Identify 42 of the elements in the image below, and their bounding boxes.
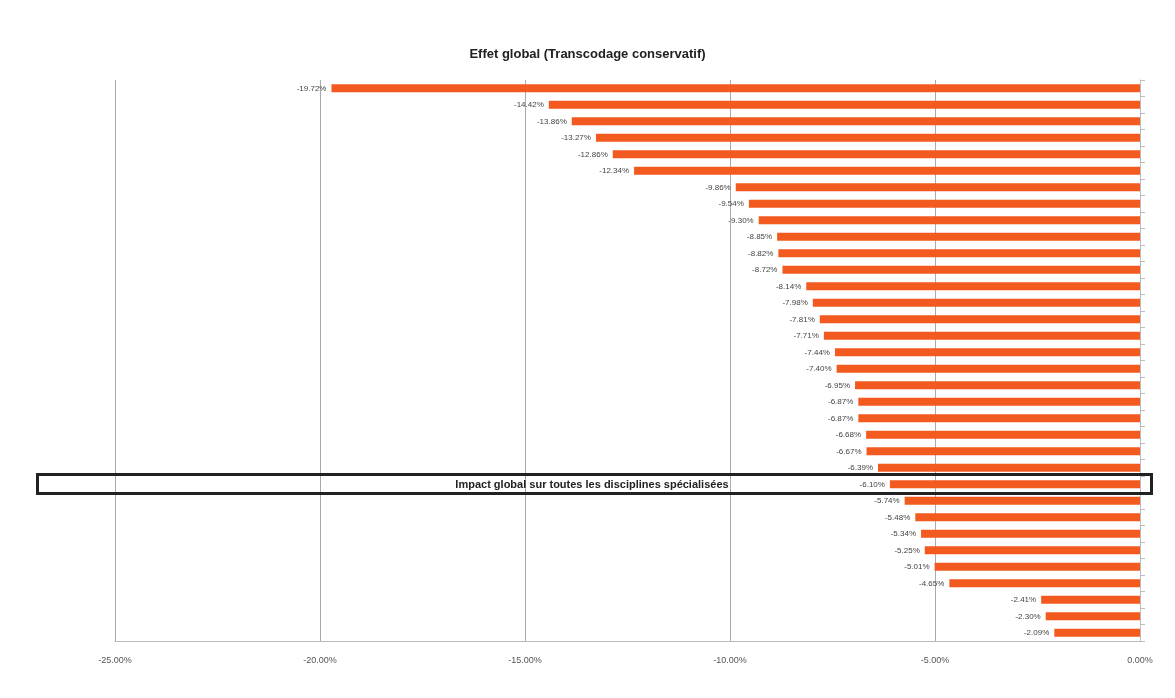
x-tick-label: 0.00% xyxy=(1127,654,1153,665)
x-tick-label: -15.00% xyxy=(508,654,542,665)
data-label: -8.85% xyxy=(746,232,773,242)
data-label: -7.44% xyxy=(804,347,830,357)
data-label: -7.98% xyxy=(782,298,808,308)
chart-title: Effet global (Transcodage conservatif) xyxy=(469,46,706,61)
data-label: -2.41% xyxy=(1010,595,1037,605)
data-label: -8.14% xyxy=(775,281,802,291)
x-tick-label: -10.00% xyxy=(713,654,747,665)
data-label: -19.72% xyxy=(296,83,327,93)
data-label: -6.87% xyxy=(827,413,854,423)
data-label: -5.34% xyxy=(890,529,917,539)
data-label: -6.95% xyxy=(824,380,851,390)
data-label: -9.30% xyxy=(728,215,754,225)
data-label: -12.34% xyxy=(599,166,630,176)
data-label: -9.54% xyxy=(718,199,744,209)
data-label: -14.42% xyxy=(513,100,544,110)
data-label: -2.30% xyxy=(1015,611,1041,621)
x-tick-label: -20.00% xyxy=(303,654,337,665)
data-label: -5.74% xyxy=(874,496,900,506)
data-label: -6.39% xyxy=(847,463,874,473)
data-label: -6.67% xyxy=(836,446,862,456)
data-label: -6.87% xyxy=(827,397,854,407)
data-label: -2.09% xyxy=(1023,628,1050,638)
data-label: -5.25% xyxy=(894,545,920,555)
data-label: -8.82% xyxy=(748,248,774,258)
data-label: -7.71% xyxy=(793,331,819,341)
data-label: -6.10% xyxy=(859,479,885,489)
data-label: -13.27% xyxy=(561,133,591,143)
data-label: -7.81% xyxy=(789,314,815,324)
x-tick-label: -25.00% xyxy=(98,654,132,665)
x-tick-label: -5.00% xyxy=(920,654,950,665)
data-label: -4.65% xyxy=(918,578,945,588)
data-label: -9.86% xyxy=(705,182,731,192)
data-label: -5.48% xyxy=(884,512,911,522)
data-label: -6.68% xyxy=(835,430,862,440)
y-tick-label: Impact global sur toutes les disciplines spécialisées xyxy=(455,478,729,491)
data-label: -12.86% xyxy=(577,149,608,159)
data-label: -8.72% xyxy=(752,265,778,275)
data-label: -7.40% xyxy=(806,364,832,374)
data-label: -5.01% xyxy=(904,562,930,572)
data-label: -13.86% xyxy=(536,116,567,126)
